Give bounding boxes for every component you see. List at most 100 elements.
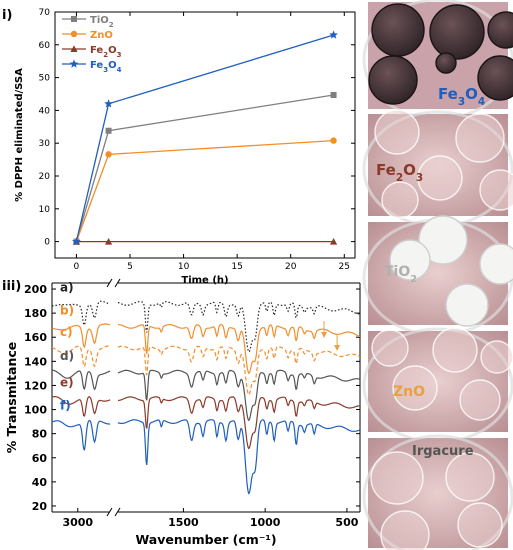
y-tick-label: 40 bbox=[39, 106, 51, 116]
data-point-TiO2 bbox=[330, 91, 337, 98]
sample-disc bbox=[459, 379, 501, 421]
y-tick-label: 50 bbox=[39, 74, 51, 84]
y-tick-label: 40 bbox=[32, 476, 48, 489]
label-text: O bbox=[108, 60, 117, 71]
x-tick-label: 0 bbox=[74, 262, 80, 272]
subscript: 2 bbox=[410, 274, 417, 285]
y-tick-label: 20 bbox=[39, 172, 51, 182]
sample-disc bbox=[392, 365, 438, 411]
legend-marker bbox=[71, 16, 77, 22]
legend-marker bbox=[69, 59, 79, 68]
label-text: Fe bbox=[90, 45, 103, 56]
legend-label-Fe3O4: Fe3O4 bbox=[90, 60, 122, 74]
curve-label-a): a) bbox=[60, 280, 74, 294]
label-text: O bbox=[108, 45, 117, 56]
data-point-Fe2O3 bbox=[329, 238, 338, 245]
sample-disc bbox=[368, 55, 418, 105]
ftir-curve-right-f) bbox=[117, 419, 361, 495]
subscript: 3 bbox=[416, 172, 423, 184]
subscript: 3 bbox=[458, 96, 465, 108]
data-point-TiO2 bbox=[105, 127, 112, 134]
panel-label-i: i) bbox=[2, 8, 12, 23]
sample-disc bbox=[487, 11, 513, 49]
y-tick-label: 140 bbox=[24, 355, 47, 368]
sample-disc bbox=[479, 169, 513, 211]
sample-disc bbox=[380, 510, 430, 550]
series-line-TiO2 bbox=[75, 94, 334, 242]
panel-iii-ftir-chart: iii) 20 40 60 80 100 120 140 160 180 200 3000 1500 10… bbox=[2, 278, 361, 547]
sample-disc bbox=[374, 109, 420, 155]
legend-label-Fe2O3: Fe2O3 bbox=[90, 45, 122, 59]
label-text: Irgacure bbox=[412, 444, 474, 459]
sample-disc bbox=[371, 3, 425, 57]
plot-frame bbox=[54, 11, 356, 259]
ftir-curve-left-b) bbox=[51, 323, 111, 349]
photo-label-0: Fe3O4 bbox=[438, 85, 485, 108]
ftir-curve-left-f) bbox=[51, 419, 110, 451]
y-tick-label: 30 bbox=[39, 139, 51, 149]
legend-label-ZnO: ZnO bbox=[90, 30, 113, 41]
photo-tile-3: ZnO bbox=[362, 327, 513, 444]
sample-disc bbox=[371, 329, 409, 367]
y-tick-label: 120 bbox=[24, 379, 47, 392]
legend-label-TiO2: TiO2 bbox=[90, 15, 114, 29]
photo-tile-4: Irgacure bbox=[362, 434, 513, 550]
ftir-curve-right-a) bbox=[117, 301, 360, 353]
ftir-curve-left-a) bbox=[51, 300, 111, 327]
sample-disc bbox=[445, 283, 489, 327]
ftir-curve-left-e) bbox=[51, 396, 111, 417]
sample-disc bbox=[479, 243, 513, 285]
x-axis-title: Wavenumber (cm⁻¹) bbox=[135, 532, 276, 547]
legend-marker bbox=[70, 30, 78, 38]
sample-disc bbox=[480, 340, 513, 374]
label-text: ZnO bbox=[393, 384, 425, 400]
sample-disc bbox=[455, 113, 505, 163]
subscript: 2 bbox=[396, 172, 403, 184]
photo-tile-1: Fe2O3 bbox=[362, 109, 513, 228]
y-tick-label: 10 bbox=[39, 205, 51, 215]
label-text: O bbox=[403, 161, 416, 179]
subscript: 2 bbox=[103, 51, 108, 59]
panel-label-iii: iii) bbox=[2, 279, 21, 294]
y-tick-label: 100 bbox=[24, 404, 47, 417]
subscript: 3 bbox=[103, 66, 108, 74]
y-tick-label: 0 bbox=[44, 238, 50, 248]
axis-break-mark bbox=[106, 507, 113, 517]
photo-tile-0: Fe3O4 bbox=[362, 0, 513, 121]
ftir-curve-right-d) bbox=[117, 369, 361, 422]
data-point-Fe3O4 bbox=[329, 30, 338, 39]
y-tick-label: 20 bbox=[32, 500, 48, 513]
y-tick-label: 80 bbox=[32, 428, 48, 441]
x-tick-label: 25 bbox=[339, 262, 350, 272]
photo-tile-2: TiO2 bbox=[362, 215, 513, 337]
legend-marker bbox=[70, 45, 78, 52]
data-point-ZnO bbox=[330, 137, 337, 144]
curve-label-c): c) bbox=[60, 325, 73, 339]
x-tick-label: 3000 bbox=[62, 516, 93, 529]
sample-disc bbox=[370, 451, 424, 505]
photo-label-3: ZnO bbox=[393, 384, 425, 400]
ftir-curve-left-d) bbox=[51, 369, 111, 391]
photo-label-2: TiO2 bbox=[384, 264, 417, 285]
data-point-Fe2O3 bbox=[104, 238, 113, 245]
label-text: Fe bbox=[438, 85, 458, 103]
label-text: Fe bbox=[376, 161, 396, 179]
curve-label-d): d) bbox=[60, 349, 74, 363]
label-text: TiO bbox=[90, 15, 109, 26]
ftir-curve-left-c) bbox=[51, 345, 110, 368]
x-tick-label: 1500 bbox=[168, 516, 199, 529]
label-text: Fe bbox=[90, 60, 103, 71]
arrow-head bbox=[334, 345, 341, 351]
sample-disc bbox=[381, 181, 419, 219]
ftir-curve-right-c) bbox=[117, 345, 361, 396]
sample-disc bbox=[429, 4, 485, 60]
subscript: 4 bbox=[478, 96, 485, 108]
sample-disc bbox=[432, 327, 478, 373]
photo-label-1: Fe2O3 bbox=[376, 161, 423, 184]
y-axis-title: % DPPH eliminated/SSA bbox=[14, 68, 25, 202]
x-axis-title: Time (h) bbox=[181, 275, 228, 286]
panel-i-dpph-chart: i) 0 10 20 30 40 50 60 70 0 5 10 15 20 25 Time (h) % DPP… bbox=[2, 8, 356, 286]
y-axis-title: % Transmitance bbox=[4, 342, 19, 453]
x-tick-label: 10 bbox=[178, 262, 190, 272]
